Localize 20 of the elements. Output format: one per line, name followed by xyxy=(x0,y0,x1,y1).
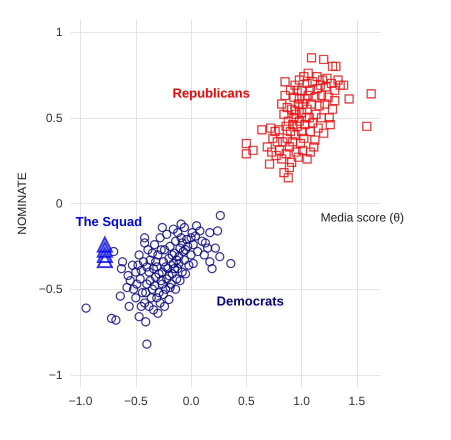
y-tick-label: 1 xyxy=(56,25,63,40)
point xyxy=(96,252,113,268)
x-tick-label: 0.0 xyxy=(182,394,200,408)
y-tick-label: 0.5 xyxy=(46,110,63,125)
x-tick-label: 0.5 xyxy=(238,394,255,408)
series-label: The Squad xyxy=(76,214,142,229)
y-tick-label: −1 xyxy=(48,368,63,382)
point xyxy=(96,246,113,263)
series-label: Democrats xyxy=(216,293,284,308)
x-axis-title: Media score (θ) xyxy=(320,210,404,224)
x-tick-label: 1.0 xyxy=(293,394,310,408)
point xyxy=(96,236,113,253)
x-tick-label: −0.5 xyxy=(124,394,148,408)
x-tick-label: 1.5 xyxy=(348,394,366,408)
y-tick-label: 0 xyxy=(56,196,63,210)
text: Republicans xyxy=(172,86,250,101)
y-tick-label: −0.5 xyxy=(38,282,63,296)
point xyxy=(96,242,113,258)
y-axis-title: NOMINATE xyxy=(15,172,29,235)
x-tick-label: −1.0 xyxy=(68,394,93,408)
